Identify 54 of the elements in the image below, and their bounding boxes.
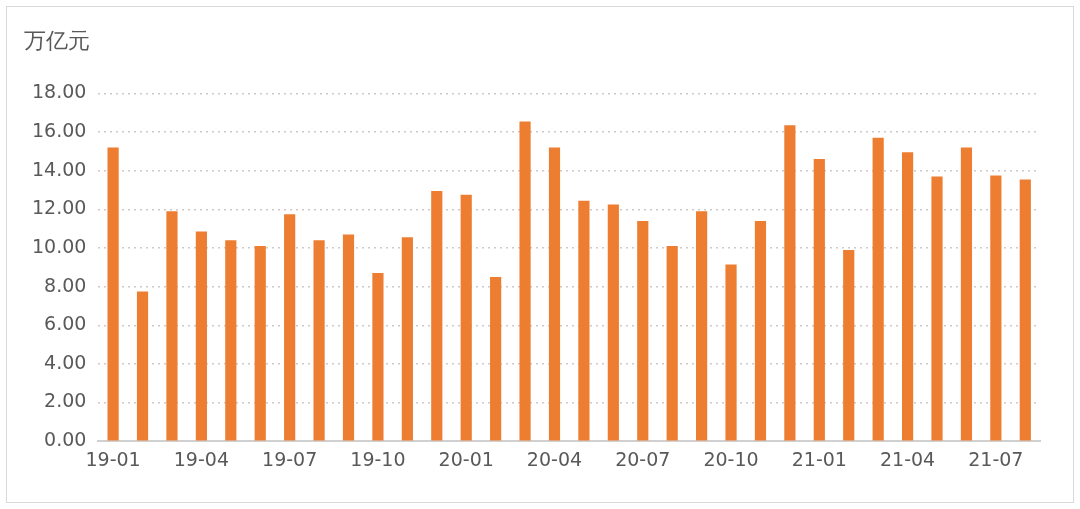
y-tick-label: 0.00 <box>44 428 87 451</box>
y-tick-label: 4.00 <box>44 350 87 373</box>
bar <box>136 291 149 441</box>
y-tick-label: 10.00 <box>31 234 87 257</box>
bar <box>666 246 678 441</box>
y-tick-label: 6.00 <box>44 312 87 335</box>
y-tick-label: 8.00 <box>44 273 87 296</box>
bar <box>931 176 943 441</box>
bar <box>342 234 355 441</box>
bar <box>372 273 384 441</box>
x-tick-label: 21-07 <box>968 447 1024 470</box>
y-tick-label: 2.00 <box>44 389 87 412</box>
bar <box>548 147 561 441</box>
bar <box>460 194 472 441</box>
bar <box>284 214 296 441</box>
bar <box>637 220 649 441</box>
bar <box>813 159 825 441</box>
bar <box>843 249 855 441</box>
bar <box>195 231 207 441</box>
bar <box>754 220 767 441</box>
bar <box>607 204 619 441</box>
y-axis-title: 万亿元 <box>24 27 90 55</box>
x-tick-label: 19-04 <box>173 447 229 470</box>
bar <box>960 147 973 441</box>
bar <box>401 237 413 441</box>
bar <box>225 240 237 441</box>
bar <box>784 125 796 441</box>
x-tick-label: 21-04 <box>879 447 936 470</box>
y-tick-label: 18.00 <box>31 80 87 103</box>
x-tick-label: 21-01 <box>791 447 847 470</box>
bar <box>490 276 502 441</box>
x-tick-label: 20-07 <box>615 447 671 470</box>
bar <box>872 137 884 441</box>
bar <box>431 190 443 441</box>
x-tick-label: 19-10 <box>350 447 406 470</box>
bar <box>254 246 266 441</box>
x-tick-label: 20-10 <box>703 447 759 470</box>
x-tick-label: 20-01 <box>438 447 494 470</box>
bar <box>1019 179 1031 441</box>
bar <box>902 152 914 441</box>
bar <box>990 175 1002 441</box>
bar <box>578 200 590 441</box>
bar <box>519 121 531 441</box>
y-tick-label: 16.00 <box>31 118 87 141</box>
y-tick-label: 14.00 <box>31 157 87 180</box>
x-tick-label: 19-01 <box>85 447 141 470</box>
bar <box>107 147 119 441</box>
bar <box>725 264 737 441</box>
bar <box>696 211 708 441</box>
x-tick-label: 19-07 <box>262 447 318 470</box>
bar <box>313 240 325 441</box>
y-tick-label: 12.00 <box>31 196 87 219</box>
x-tick-label: 20-04 <box>526 447 583 470</box>
bar <box>166 211 178 441</box>
